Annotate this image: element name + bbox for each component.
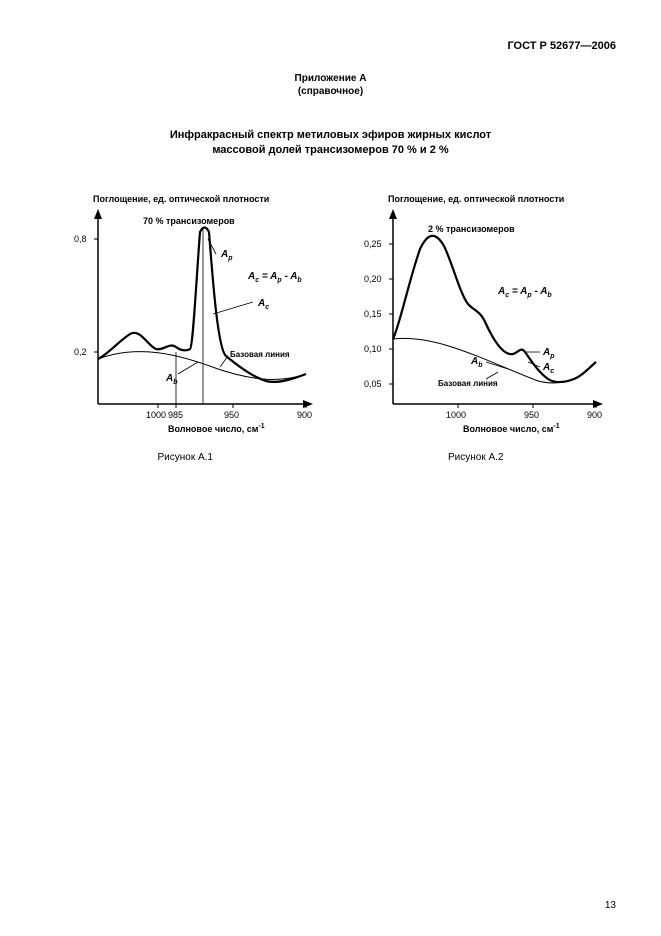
chart1-ac-leader bbox=[213, 302, 253, 314]
chart1-yarrow bbox=[94, 209, 102, 219]
chart2-formula: Ac = Ap - Ab bbox=[497, 286, 552, 299]
appendix-title: Приложение А (справочное) bbox=[45, 72, 616, 98]
chart2-xarrow bbox=[593, 400, 603, 408]
chart2-yarrow bbox=[389, 209, 397, 219]
chart2-ab-leader bbox=[486, 362, 508, 369]
chart1-yticklbl-08: 0,8 bbox=[74, 234, 87, 244]
chart1-xticklbl-900: 900 bbox=[297, 410, 312, 420]
section-title-line2: массовой долей трансизомеров 70 % и 2 % bbox=[45, 143, 616, 158]
chart1-xticklbl-1000: 1000 bbox=[146, 410, 166, 420]
chart1-yticklbl-02: 0,2 bbox=[74, 347, 87, 357]
chart2-xticklbl-900: 900 bbox=[587, 410, 602, 420]
chart1-formula: Ac = Ap - Ab bbox=[247, 271, 302, 284]
appendix-type: (справочное) bbox=[45, 85, 616, 98]
chart2-xlabel: Волновое число, см-1 bbox=[463, 423, 560, 434]
chart2-series: 2 % трансизомеров bbox=[428, 224, 515, 234]
charts-row: Поглощение, ед. оптической плотности 70 … bbox=[45, 184, 616, 463]
chart1-ylabel: Поглощение, ед. оптической плотности bbox=[93, 194, 269, 204]
section-title-line1: Инфракрасный спектр метиловых эфиров жир… bbox=[45, 128, 616, 143]
chart1-baseline-leader bbox=[220, 356, 228, 367]
section-title: Инфракрасный спектр метиловых эфиров жир… bbox=[45, 128, 616, 159]
chart1-ap: Ap bbox=[220, 249, 233, 262]
chart-1-svg: Поглощение, ед. оптической плотности 70 … bbox=[48, 184, 323, 444]
chart1-ab-leader bbox=[178, 362, 198, 374]
chart-1-block: Поглощение, ед. оптической плотности 70 … bbox=[45, 184, 326, 463]
chart1-baseline-lbl: Базовая линия bbox=[230, 350, 290, 359]
chart2-caption: Рисунок А.2 bbox=[448, 452, 504, 463]
doc-header: ГОСТ Р 52677—2006 bbox=[45, 40, 616, 52]
chart2-ac: Ac bbox=[542, 362, 554, 375]
chart2-yticklbl-020: 0,20 bbox=[364, 274, 382, 284]
chart2-baseline-leader bbox=[486, 372, 498, 379]
chart2-yticklbl-025: 0,25 bbox=[364, 239, 382, 249]
chart1-ac: Ac bbox=[257, 298, 269, 311]
appendix-label: Приложение А bbox=[45, 72, 616, 85]
chart2-xticklbl-950: 950 bbox=[524, 410, 539, 420]
chart2-ylabel: Поглощение, ед. оптической плотности bbox=[388, 194, 564, 204]
chart1-xticklbl-950: 950 bbox=[224, 410, 239, 420]
chart2-baseline-lbl: Базовая линия bbox=[438, 379, 498, 388]
chart1-caption: Рисунок А.1 bbox=[157, 452, 213, 463]
chart1-xlabel: Волновое число, см-1 bbox=[168, 423, 265, 434]
chart1-series: 70 % трансизомеров bbox=[143, 216, 235, 226]
chart-2-block: Поглощение, ед. оптической плотности 2 %… bbox=[336, 184, 617, 463]
page-number: 13 bbox=[605, 900, 616, 911]
chart-2-svg: Поглощение, ед. оптической плотности 2 %… bbox=[338, 184, 613, 444]
chart2-xticklbl-1000: 1000 bbox=[446, 410, 466, 420]
chart2-curve bbox=[393, 236, 596, 382]
chart2-yticklbl-015: 0,15 bbox=[364, 309, 382, 319]
chart2-ap: Ap bbox=[542, 347, 555, 360]
chart2-yticklbl-010: 0,10 bbox=[364, 344, 382, 354]
chart2-yticklbl-005: 0,05 bbox=[364, 379, 382, 389]
chart1-xticklbl-985: 985 bbox=[168, 410, 183, 420]
chart2-baseline bbox=[393, 338, 596, 383]
chart1-xarrow bbox=[303, 400, 313, 408]
